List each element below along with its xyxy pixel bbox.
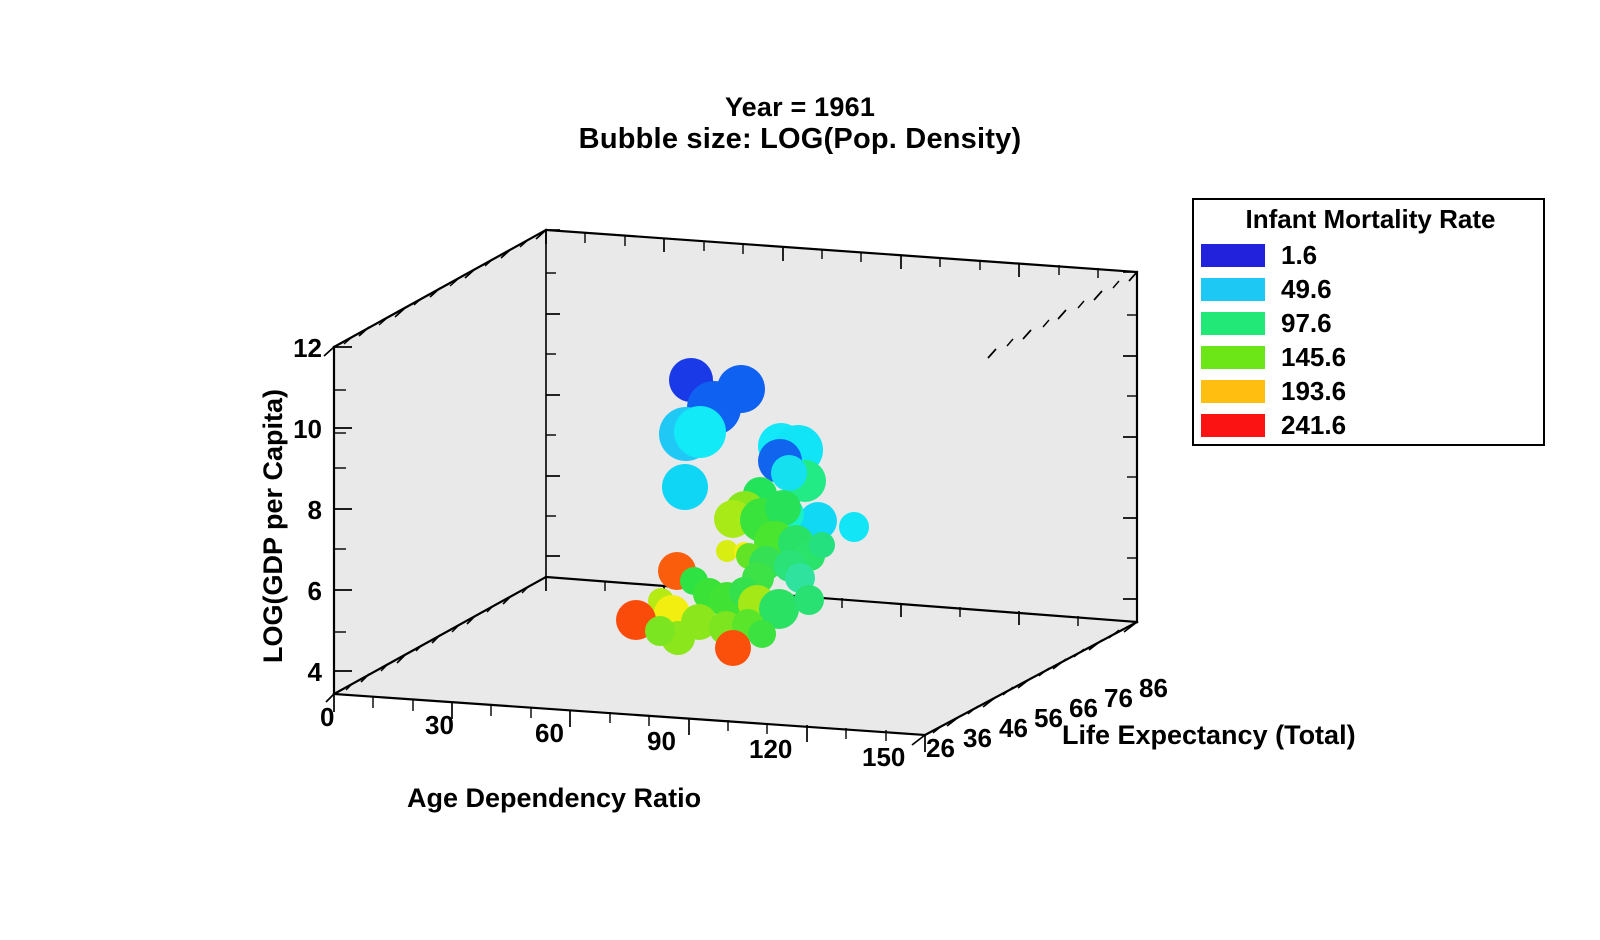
legend-label: 1.6 [1281,240,1318,270]
z-axis-ticks-floorleft [325,586,529,703]
bubble-point[interactable] [794,585,824,615]
bubble-point[interactable] [759,589,799,629]
z-axis-ticks-topleft [323,229,547,357]
wall-back [546,230,1137,622]
x-axis-ticks [333,694,926,752]
bubble-point[interactable] [715,630,751,666]
bubble-point[interactable] [716,540,738,562]
y-axis-ticks [334,346,352,672]
bubble-point[interactable] [645,616,675,646]
legend-color-swatch [1201,413,1265,437]
legend-row[interactable]: 193.6 [1201,374,1346,408]
legend-color-swatch [1201,345,1265,369]
legend: Infant Mortality Rate 1.6 49.6 97.6 145.6 19… [1192,198,1545,446]
legend-label: 97.6 [1281,308,1332,338]
legend-row[interactable]: 97.6 [1201,306,1346,340]
z-axis-ticks-backright [987,271,1138,359]
bubble-point[interactable] [839,512,869,542]
legend-color-swatch [1201,277,1265,301]
legend-row[interactable]: 241.6 [1201,408,1346,442]
bubble-point[interactable] [674,406,726,458]
bubble-point[interactable] [765,490,801,526]
x-axis-title: Age Dependency Ratio [407,783,702,813]
bubble-series [616,358,869,666]
legend-title: Infant Mortality Rate [1245,204,1496,234]
legend-row[interactable]: 145.6 [1201,340,1346,374]
wall-left [334,230,546,694]
y-axis-ticks-right [1123,271,1137,600]
z-axis-ticks [911,621,1138,746]
x-axis-ticks-top [545,230,1099,278]
bubble-point[interactable] [748,620,776,648]
legend-label: 241.6 [1281,410,1347,440]
bubble-point[interactable] [809,532,835,558]
legend-label: 193.6 [1281,376,1347,406]
bubble-point[interactable] [662,464,708,510]
legend-color-swatch [1201,311,1265,335]
legend-row[interactable]: 49.6 [1201,272,1346,306]
legend-label: 49.6 [1281,274,1332,304]
z-axis-title: Life Expectancy (Total) [1062,720,1356,750]
legend-label: 145.6 [1281,342,1347,372]
y-axis-title: LOG(GDP per Capita) [258,388,288,663]
legend-entries: 1.6 49.6 97.6 145.6 193.6 241.6 [1201,238,1346,442]
legend-color-swatch [1201,379,1265,403]
legend-color-swatch [1201,243,1265,267]
y-axis-ticks-back [546,229,560,557]
bubble-point[interactable] [771,455,807,491]
legend-row[interactable]: 1.6 [1201,238,1346,272]
